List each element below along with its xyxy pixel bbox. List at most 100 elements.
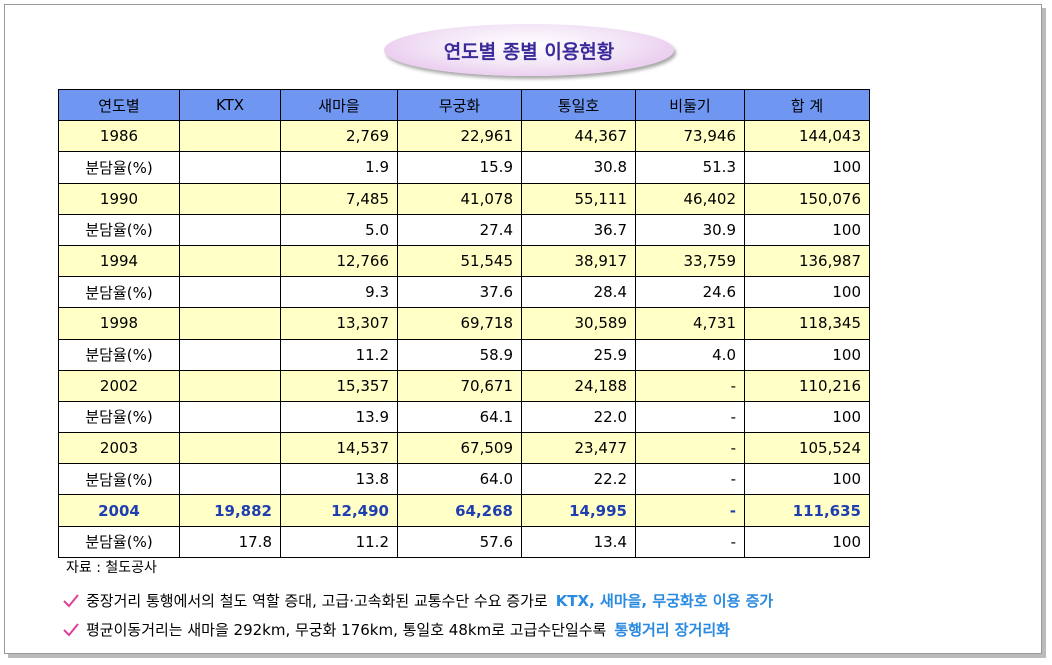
row-label: 분담율(%) — [58, 151, 180, 184]
table-row: 분담율(%) 17.8 11.2 57.6 13.4-100 — [58, 525, 870, 558]
cell — [179, 151, 281, 184]
cell: 7,485 — [280, 182, 398, 215]
cell: 13.8 — [280, 463, 398, 496]
row-label: 2002 — [58, 369, 180, 402]
check-icon — [63, 622, 79, 636]
cell: 100 — [744, 338, 870, 371]
cell — [179, 369, 281, 402]
header-cell: 합 계 — [744, 88, 870, 122]
table-row: 분담율(%) 9.3 37.6 28.4 24.6 100 — [58, 276, 870, 309]
cell: 51,545 — [397, 244, 522, 278]
cell — [179, 400, 281, 434]
cell: 100 — [744, 276, 870, 309]
table-row: 2003 14,537 67,509 23,477-105,524 — [58, 432, 870, 465]
cell: 5.0 — [280, 213, 398, 246]
data-table: 연도별 KTX 새마을 무궁화 통일호 비둘기 합 계 1986 2,769 22,961 44,… — [58, 88, 870, 558]
row-label: 1986 — [58, 120, 180, 153]
cell: 64.0 — [397, 463, 522, 496]
cell: 17.8 — [179, 525, 281, 558]
header-cell: 비둘기 — [635, 88, 745, 122]
cell: 33,759 — [635, 244, 745, 278]
cell: 25.9 — [521, 338, 636, 371]
cell: 100 — [744, 213, 870, 246]
cell: 110,216 — [744, 369, 870, 402]
cell: 22,961 — [397, 120, 522, 153]
cell: 67,509 — [397, 432, 522, 465]
table-row: 분담율(%) 5.0 27.4 36.7 30.9 100 — [58, 213, 870, 246]
cell: 11.2 — [280, 525, 398, 558]
cell: - — [635, 463, 745, 496]
cell: 64.1 — [397, 400, 522, 434]
cell: 30.9 — [635, 213, 745, 246]
header-row: 연도별 KTX 새마을 무궁화 통일호 비둘기 합 계 — [58, 88, 870, 122]
cell: 13.4 — [521, 525, 636, 558]
table-row: 분담율(%) 13.9 64.1 22.0-100 — [58, 400, 870, 434]
row-label: 분담율(%) — [58, 463, 180, 496]
check-icon — [63, 593, 79, 607]
cell: 100 — [744, 151, 870, 184]
cell: 24.6 — [635, 276, 745, 309]
table-row: 2004 19,882 12,490 64,268 14,995-111,635 — [58, 494, 870, 527]
cell: - — [635, 369, 745, 402]
cell: 70,671 — [397, 369, 522, 402]
cell: 27.4 — [397, 213, 522, 246]
cell: 4.0 — [635, 338, 745, 371]
row-label: 분담율(%) — [58, 525, 180, 558]
cell: 11.2 — [280, 338, 398, 371]
cell: 64,268 — [397, 494, 522, 527]
cell: 118,345 — [744, 307, 870, 340]
cell: 12,766 — [280, 244, 398, 278]
table-row: 분담율(%) 1.9 15.9 30.8 51.3 100 — [58, 151, 870, 184]
cell — [179, 120, 281, 153]
cell: 30,589 — [521, 307, 636, 340]
header-cell: 연도별 — [58, 88, 180, 122]
table-row: 1998 13,307 69,718 30,589 4,731 118,345 — [58, 307, 870, 340]
row-label: 분담율(%) — [58, 276, 180, 309]
cell: 100 — [744, 463, 870, 496]
table-row: 분담율(%) 11.2 58.9 25.9 4.0 100 — [58, 338, 870, 371]
table-row: 1994 12,766 51,545 38,917 33,759 136,987 — [58, 244, 870, 278]
cell: - — [635, 525, 745, 558]
cell: 144,043 — [744, 120, 870, 153]
row-label: 2003 — [58, 432, 180, 465]
note: 중장거리 통행에서의 철도 역할 증대, 고급·고속화된 교통수단 수요 증가로… — [62, 590, 773, 611]
note-text: 평균이동거리는 새마을 292km, 무궁화 176km, 통일호 48km로 … — [86, 621, 607, 639]
row-label: 1994 — [58, 244, 180, 278]
cell: 28.4 — [521, 276, 636, 309]
cell — [179, 307, 281, 340]
cell: 57.6 — [397, 525, 522, 558]
cell: 55,111 — [521, 182, 636, 215]
cell: - — [635, 494, 745, 527]
row-label: 분담율(%) — [58, 338, 180, 371]
table-row: 분담율(%) 13.8 64.0 22.2-100 — [58, 463, 870, 496]
cell: - — [635, 432, 745, 465]
cell: 14,537 — [280, 432, 398, 465]
table-row: 1990 7,485 41,078 55,111 46,402 150,076 — [58, 182, 870, 215]
cell: 37.6 — [397, 276, 522, 309]
cell: 44,367 — [521, 120, 636, 153]
note-highlight: KTX, 새마을, 무궁화호 이용 증가 — [555, 592, 774, 610]
table-row: 2002 15,357 70,671 24,188-110,216 — [58, 369, 870, 402]
header-cell: KTX — [179, 88, 281, 122]
row-label: 분담율(%) — [58, 400, 180, 434]
cell: 51.3 — [635, 151, 745, 184]
cell: 14,995 — [521, 494, 636, 527]
cell: 22.2 — [521, 463, 636, 496]
row-label: 2004 — [58, 494, 180, 527]
cell: 41,078 — [397, 182, 522, 215]
cell: 100 — [744, 525, 870, 558]
source: 자료 : 철도공사 — [66, 560, 157, 576]
cell: 30.8 — [521, 151, 636, 184]
cell: 136,987 — [744, 244, 870, 278]
note-highlight: 통행거리 장거리화 — [614, 621, 730, 639]
row-label: 1990 — [58, 182, 180, 215]
cell: 13,307 — [280, 307, 398, 340]
cell: 24,188 — [521, 369, 636, 402]
cell: 100 — [744, 400, 870, 434]
cell: 150,076 — [744, 182, 870, 215]
header-cell: 무궁화 — [397, 88, 522, 122]
cell — [179, 244, 281, 278]
cell — [179, 432, 281, 465]
cell: 13.9 — [280, 400, 398, 434]
